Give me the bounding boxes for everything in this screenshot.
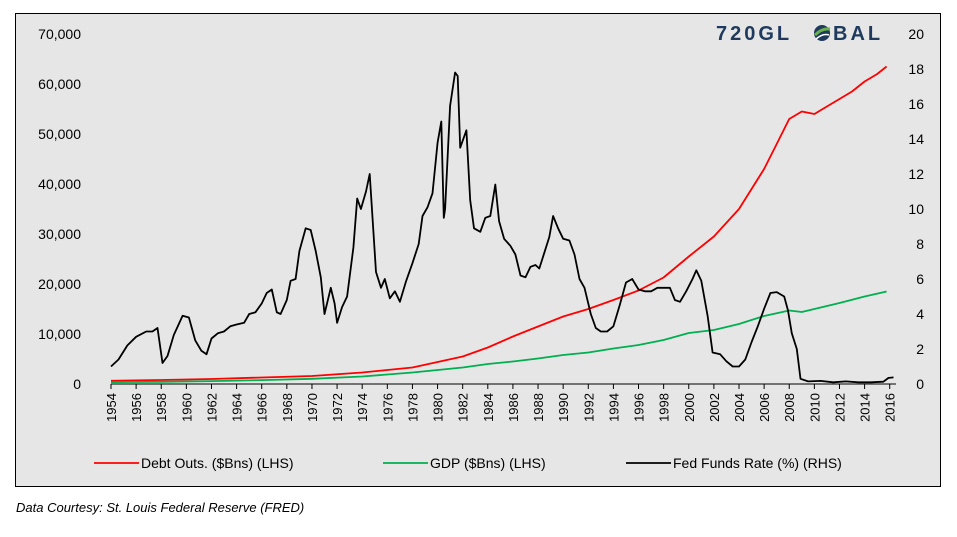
x-tick-label: 2006: [757, 393, 772, 422]
x-tick-label: 1964: [230, 393, 245, 422]
legend: Debt Outs. ($Bns) (LHS) GDP ($Bns) (LHS) F…: [94, 455, 842, 471]
y-left-tick-label: 40,000: [38, 176, 81, 192]
x-tick-label: 1986: [506, 393, 521, 422]
legend-label: GDP ($Bns) (LHS): [430, 455, 546, 471]
source-note: Data Courtesy: St. Louis Federal Reserve…: [16, 500, 305, 515]
x-tick-label: 2000: [682, 393, 697, 422]
x-tick-label: 1962: [204, 393, 219, 422]
y-left-tick-label: 10,000: [38, 326, 81, 342]
x-axis: 1954 1956 1958 1960 1962 1964 1966 1968 1970 1972…: [104, 383, 898, 422]
x-tick-label: 2002: [707, 393, 722, 422]
x-tick-label: 1974: [355, 393, 370, 422]
line-chart: 720GL BAL 0 10,000 20,000 30,000 40,000 50,00…: [38, 23, 924, 471]
x-tick-label: 1984: [481, 393, 496, 422]
y-left-tick-label: 70,000: [38, 26, 81, 42]
y-right-tick-label: 16: [908, 96, 924, 112]
x-tick-label: 1960: [179, 393, 194, 422]
y-left-tick-label: 0: [73, 376, 81, 392]
y-left-tick-label: 20,000: [38, 276, 81, 292]
x-tick-label: 1998: [657, 393, 672, 422]
x-tick-label: 1982: [456, 393, 471, 422]
y-right-tick-label: 8: [916, 236, 924, 252]
x-tick-label: 1958: [154, 393, 169, 422]
brand-logo: 720GL BAL: [716, 23, 883, 45]
brand-logo-text-right: BAL: [833, 23, 883, 45]
brand-logo-text-left: 720GL: [716, 23, 792, 45]
legend-label: Debt Outs. ($Bns) (LHS): [141, 455, 294, 471]
y-right-tick-label: 18: [908, 61, 924, 77]
x-tick-label: 2014: [858, 393, 873, 422]
y-left-tick-label: 30,000: [38, 226, 81, 242]
x-tick-label: 1978: [405, 393, 420, 422]
x-tick-label: 2012: [832, 393, 847, 422]
x-tick-label: 2008: [782, 393, 797, 422]
x-tick-label: 1990: [556, 393, 571, 422]
y-right-tick-label: 20: [908, 26, 924, 42]
x-tick-label: 1996: [632, 393, 647, 422]
x-tick-label: 1954: [104, 393, 119, 422]
x-tick-label: 1976: [380, 393, 395, 422]
y-right-tick-label: 4: [916, 306, 924, 322]
globe-icon: [813, 25, 831, 41]
y-right-tick-label: 2: [916, 341, 924, 357]
x-tick-label: 1992: [581, 393, 596, 422]
x-tick-label: 2010: [807, 393, 822, 422]
y-left-tick-label: 50,000: [38, 126, 81, 142]
y-axis-right: 0 2 4 6 8 10 12 14 16 18 20: [908, 26, 924, 392]
y-right-tick-label: 0: [916, 376, 924, 392]
x-tick-label: 1966: [255, 393, 270, 422]
x-tick-label: 1980: [431, 393, 446, 422]
y-right-tick-label: 6: [916, 271, 924, 287]
x-tick-label: 1972: [330, 393, 345, 422]
x-tick-label: 1968: [280, 393, 295, 422]
x-tick-label: 1970: [305, 393, 320, 422]
y-axis-left: 0 10,000 20,000 30,000 40,000 50,000 60,000 70,…: [38, 26, 81, 392]
series-lines: [110, 65, 894, 384]
x-tick-label: 2004: [732, 393, 747, 422]
y-right-tick-label: 14: [908, 131, 924, 147]
series-line: [110, 290, 887, 383]
y-right-tick-label: 12: [908, 166, 924, 182]
x-tick-label: 1988: [531, 393, 546, 422]
y-right-tick-label: 10: [908, 201, 924, 217]
series-line: [110, 65, 888, 382]
x-tick-label: 1956: [129, 393, 144, 422]
x-tick-label: 2016: [883, 393, 898, 422]
x-tick-label: 1994: [606, 393, 621, 422]
chart-frame: 720GL BAL 0 10,000 20,000 30,000 40,000 50,00…: [15, 13, 941, 487]
y-left-tick-label: 60,000: [38, 76, 81, 92]
series-line: [110, 71, 894, 384]
legend-label: Fed Funds Rate (%) (RHS): [673, 455, 842, 471]
